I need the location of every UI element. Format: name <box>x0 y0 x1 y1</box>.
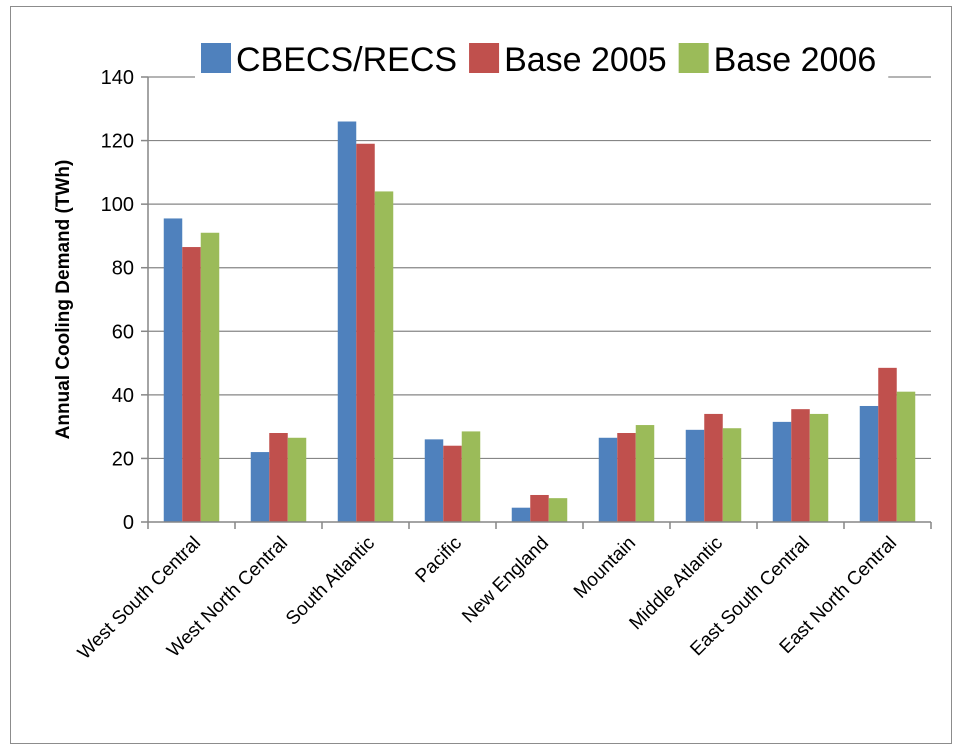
bar-base-2006-8 <box>896 391 916 522</box>
bar-base-2005-2 <box>356 143 375 522</box>
y-tick-label: 100 <box>101 194 134 216</box>
bar-cbecs-recs-6 <box>685 429 705 522</box>
y-tick-label: 80 <box>112 258 134 280</box>
legend-swatch-base-2006 <box>678 43 709 73</box>
bar-base-2006-4 <box>548 498 568 522</box>
y-axis-label: Annual Cooling Demand (TWh) <box>53 160 74 440</box>
y-tick-label: 40 <box>112 385 134 407</box>
legend: CBECS/RECS Base 2005 Base 2006 <box>195 41 889 96</box>
bar-cbecs-recs-7 <box>772 421 792 522</box>
axes <box>147 77 931 523</box>
y-tick-label: 120 <box>101 131 134 153</box>
bar-base-2006-1 <box>287 437 307 522</box>
y-tick-label: 20 <box>112 448 134 470</box>
bar-cbecs-recs-5 <box>598 437 618 522</box>
y-tick-label: 140 <box>101 67 134 89</box>
chart-frame: 0 20 40 60 80 100 120 140 West South Central Wes… <box>10 6 952 744</box>
y-tick-label: 60 <box>112 321 134 343</box>
bar-base-2005-0 <box>182 247 201 522</box>
legend-background <box>195 44 889 96</box>
bar-cbecs-recs-8 <box>859 405 879 522</box>
x-category-label: Pacific <box>412 533 466 587</box>
y-tick-labels: 0 20 40 60 80 100 120 140 <box>101 67 134 534</box>
legend-swatch-cbecs-recs <box>201 43 231 73</box>
bar-base-2006-7 <box>809 413 829 522</box>
bar-base-2005-8 <box>878 367 897 522</box>
bar-base-2006-3 <box>461 431 481 522</box>
bar-base-2006-0 <box>200 232 220 522</box>
bar-cbecs-recs-2 <box>337 121 357 522</box>
bar-base-2006-2 <box>374 191 394 522</box>
y-tick-label: 0 <box>123 512 134 534</box>
bar-base-2005-4 <box>530 494 549 522</box>
bar-chart: 0 20 40 60 80 100 120 140 West South CentralWes… <box>53 41 932 664</box>
bar-base-2005-1 <box>269 433 288 522</box>
legend-label: CBECS/RECS <box>236 41 457 79</box>
legend-label: Base 2005 <box>504 41 667 79</box>
bar-base-2005-7 <box>791 409 810 522</box>
x-category-label: Mountain <box>570 533 640 603</box>
bar-base-2005-6 <box>704 413 723 522</box>
bar-base-2006-5 <box>635 425 655 522</box>
bar-base-2005-5 <box>617 433 636 522</box>
bar-cbecs-recs-4 <box>511 507 531 522</box>
legend-label: Base 2006 <box>714 41 877 79</box>
x-category-label: South Atlantic <box>282 533 379 630</box>
bar-cbecs-recs-1 <box>250 452 270 522</box>
bar-cbecs-recs-3 <box>424 439 444 522</box>
bar-base-2006-6 <box>722 428 742 522</box>
bar-cbecs-recs-0 <box>163 218 183 523</box>
bars <box>163 121 916 523</box>
x-category-label: New England <box>458 533 553 628</box>
bar-base-2005-3 <box>443 445 462 522</box>
legend-swatch-base-2005 <box>469 43 500 73</box>
